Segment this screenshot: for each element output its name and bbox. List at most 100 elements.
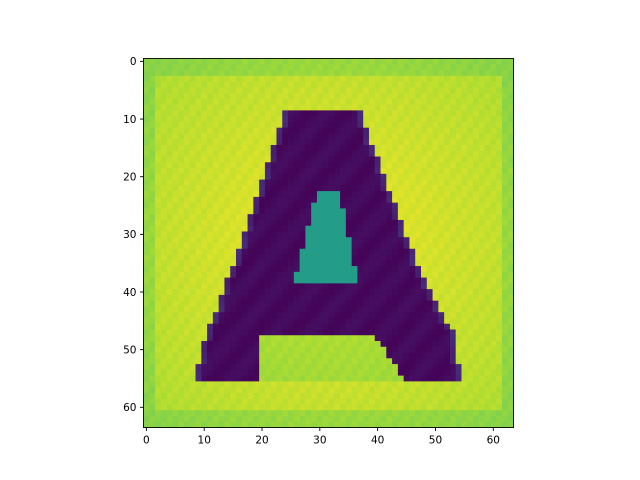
heatmap-cell [218,352,225,359]
heatmap-cell [305,208,312,215]
heatmap-cell [334,214,341,221]
heatmap-cell [409,162,416,169]
heatmap-cell [183,387,191,394]
heatmap-cell [166,144,173,152]
heatmap-cell [207,410,214,417]
heatmap-cell [340,162,347,169]
heatmap-cell [160,346,168,353]
heatmap-cell [247,225,254,232]
heatmap-cell [363,410,370,417]
heatmap-cell [473,214,480,221]
heatmap-cell [380,415,387,423]
heatmap-cell [397,410,405,417]
heatmap-cell [467,127,474,134]
heatmap-cell [473,150,480,157]
heatmap-cell [340,214,347,221]
heatmap-cell [507,271,514,278]
heatmap-cell [201,121,208,129]
heatmap-cell [496,277,503,284]
heatmap-cell [230,248,237,255]
heatmap-cell [270,162,277,169]
heatmap-cell [224,352,231,359]
heatmap-cell [467,243,474,250]
heatmap-cell [299,208,306,215]
heatmap-cell [368,214,376,221]
heatmap-cell [166,75,173,82]
heatmap-cell [201,323,208,330]
heatmap-cell [507,329,514,336]
heatmap-cell [288,341,295,348]
heatmap-cell [189,294,196,302]
heatmap-cell [455,237,462,244]
heatmap-cell [432,323,439,330]
heatmap-cell [276,231,283,238]
heatmap-cell [247,323,254,330]
heatmap-cell [507,237,514,244]
heatmap-cell [270,294,277,302]
heatmap-cell [270,415,277,423]
heatmap-cell [299,283,306,290]
heatmap-cell [444,110,451,117]
heatmap-cell [392,410,399,417]
heatmap-cell [270,93,277,100]
heatmap-cell [149,231,156,238]
heatmap-cell [143,369,150,377]
heatmap-cell [484,237,491,244]
heatmap-cell [160,237,168,244]
heatmap-cell [409,358,416,365]
heatmap-cell [282,127,289,134]
heatmap-cell [397,191,405,198]
heatmap-cell [218,162,225,169]
heatmap-cell [270,179,277,186]
heatmap-cell [212,58,220,65]
heatmap-cell [276,214,283,221]
heatmap-cell [426,87,433,94]
heatmap-cell [230,110,237,117]
heatmap-cell [183,398,191,405]
heatmap-cell [311,179,318,186]
heatmap-cell [334,294,341,302]
heatmap-cell [496,110,503,117]
heatmap-cell [288,283,295,290]
heatmap-cell [501,346,509,353]
heatmap-cell [259,387,266,394]
heatmap-cell [143,139,150,146]
heatmap-cell [478,341,485,348]
heatmap-cell [299,139,306,146]
heatmap-cell [316,415,324,423]
heatmap-cell [392,260,399,267]
heatmap-cell [438,127,445,134]
heatmap-cell [386,116,393,123]
heatmap-cell [305,266,312,273]
heatmap-cell [166,266,173,273]
heatmap-cell [507,139,514,146]
heatmap-cell [149,410,156,417]
heatmap-cell [501,398,509,405]
heatmap-cell [461,260,468,267]
heatmap-cell [467,398,474,405]
heatmap-cell [207,404,214,411]
heatmap-cell [473,116,480,123]
heatmap-cell [218,191,225,198]
heatmap-cell [212,225,220,232]
heatmap-cell [155,93,162,100]
heatmap-cell [363,375,370,382]
heatmap-cell [270,133,277,140]
heatmap-cell [241,139,248,146]
heatmap-cell [207,58,214,65]
heatmap-cell [253,335,260,342]
heatmap-cell [259,202,266,209]
heatmap-cell [155,116,162,123]
heatmap-cell [473,179,480,186]
heatmap-cell [288,317,295,325]
heatmap-cell [276,144,283,152]
heatmap-cell [357,266,364,273]
heatmap-cell [444,156,451,163]
heatmap-cell [397,398,405,405]
heatmap-cell [149,156,156,163]
heatmap-cell [276,127,283,134]
heatmap-cell [449,70,457,77]
heatmap-cell [247,173,254,180]
heatmap-cell [230,173,237,180]
heatmap-cell [484,139,491,146]
